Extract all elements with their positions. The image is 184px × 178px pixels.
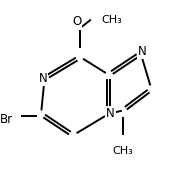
Text: N: N xyxy=(106,107,115,121)
Text: N: N xyxy=(38,72,47,85)
Text: N: N xyxy=(138,45,147,58)
Text: CH₃: CH₃ xyxy=(113,146,133,156)
Text: Br: Br xyxy=(0,113,13,126)
Text: O: O xyxy=(72,15,81,28)
Text: CH₃: CH₃ xyxy=(102,15,122,25)
